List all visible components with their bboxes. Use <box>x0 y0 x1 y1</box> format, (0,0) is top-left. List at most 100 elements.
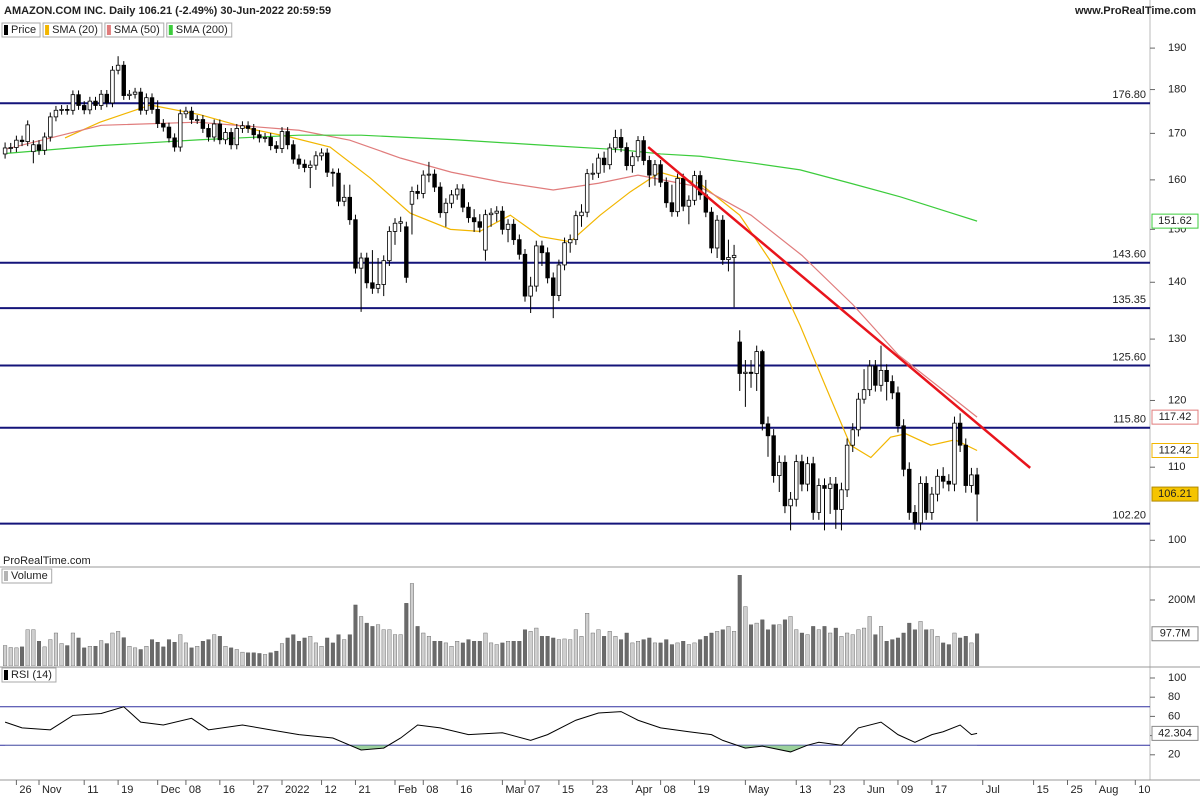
candle-body <box>98 93 104 106</box>
candle-body <box>268 137 273 147</box>
candle-body <box>211 123 217 138</box>
volume-bar <box>133 647 138 666</box>
volume-bar <box>765 629 770 666</box>
volume-bar <box>850 634 855 666</box>
candle-body <box>375 284 381 289</box>
candle-body <box>534 245 539 287</box>
candle-body <box>14 139 19 148</box>
level-label: 143.60 <box>1112 249 1146 261</box>
volume-bar <box>291 634 296 666</box>
volume-bar <box>489 642 494 666</box>
candle-body <box>901 425 906 470</box>
candle-body <box>155 109 160 124</box>
volume-bar <box>692 642 697 666</box>
candle-body <box>138 91 143 111</box>
candle-body <box>421 174 426 194</box>
volume-bar <box>652 642 657 666</box>
candle-body <box>65 109 70 111</box>
volume-bar <box>319 646 324 666</box>
candle-body <box>737 341 742 374</box>
price-plot <box>2 56 1032 531</box>
volume-bar <box>178 634 183 666</box>
volume-bar <box>771 624 776 666</box>
volume-bar <box>183 642 188 666</box>
volume-bar <box>500 642 505 666</box>
candle-body <box>720 219 725 260</box>
candle-body <box>856 398 861 431</box>
volume-bar <box>839 636 844 666</box>
candle-body <box>466 206 471 219</box>
volume-bar <box>777 624 782 666</box>
volume-bar <box>251 652 256 666</box>
x-tick-label: 15 <box>1037 784 1049 796</box>
volume-bar <box>929 629 934 666</box>
candle-body <box>799 461 805 485</box>
x-tick-label: Aug <box>1099 784 1119 796</box>
candle-body <box>178 113 183 148</box>
volume-bar <box>884 641 889 666</box>
candle-body <box>940 475 946 482</box>
volume-bar <box>296 641 301 666</box>
candle-body <box>765 423 771 437</box>
candle-body <box>907 468 912 513</box>
volume-bar <box>302 637 307 666</box>
volume-bar <box>788 616 793 666</box>
candle-body <box>918 482 923 524</box>
candle-body <box>93 100 98 106</box>
candle-body <box>618 137 624 148</box>
x-tick-label: May <box>748 784 769 796</box>
volume-bar <box>636 641 641 666</box>
volume-bar <box>658 642 663 666</box>
volume-bar <box>867 616 872 666</box>
candle-body <box>952 422 957 485</box>
candle-body <box>426 173 432 176</box>
volume-bar <box>743 606 748 666</box>
x-tick-label: 19 <box>698 784 710 796</box>
volume-bar <box>53 632 58 666</box>
volume-bar <box>568 639 573 666</box>
candle-body <box>517 239 522 255</box>
volume-bar <box>387 629 392 666</box>
candle-body <box>652 164 658 176</box>
volume-bar <box>901 632 906 666</box>
volume-bar <box>20 646 25 666</box>
candle-body <box>567 239 573 244</box>
volume-bar <box>116 631 121 666</box>
volume-bar <box>144 646 149 666</box>
candle-body <box>641 140 646 161</box>
candle-body <box>635 140 641 158</box>
volume-bar <box>845 632 850 666</box>
legend-swatch <box>168 25 173 35</box>
x-tick-label: 16 <box>460 784 472 796</box>
volume-bar <box>426 636 431 666</box>
volume-bar <box>268 652 273 666</box>
candle-body <box>488 212 494 216</box>
volume-bar <box>398 634 403 666</box>
volume-bar <box>155 642 160 666</box>
y-tick-label: 170 <box>1168 127 1186 139</box>
candle-body <box>647 160 652 176</box>
candle-body <box>454 188 460 196</box>
volume-bar <box>522 629 527 666</box>
candle-body <box>172 137 177 148</box>
candle-body <box>867 365 872 391</box>
candle-body <box>669 202 675 213</box>
volume-bar <box>460 642 465 666</box>
candle-body <box>53 109 59 118</box>
legend-box <box>1 568 53 584</box>
x-tick-label: 27 <box>257 784 269 796</box>
volume-bar <box>48 639 53 666</box>
volume-bar <box>879 626 884 666</box>
volume-bar <box>421 632 426 666</box>
volume-bar <box>308 636 313 666</box>
candle-body <box>579 211 584 217</box>
source: www.ProRealTime.com <box>1074 5 1196 17</box>
candle-body <box>686 199 692 207</box>
x-tick-label: Jun <box>867 784 885 796</box>
candle-body <box>929 493 935 513</box>
volume-bar <box>602 636 607 666</box>
volume-bar <box>539 636 544 666</box>
y-tick-label: 100 <box>1168 672 1186 684</box>
volume-bar <box>720 629 725 666</box>
candle-body <box>127 93 132 96</box>
